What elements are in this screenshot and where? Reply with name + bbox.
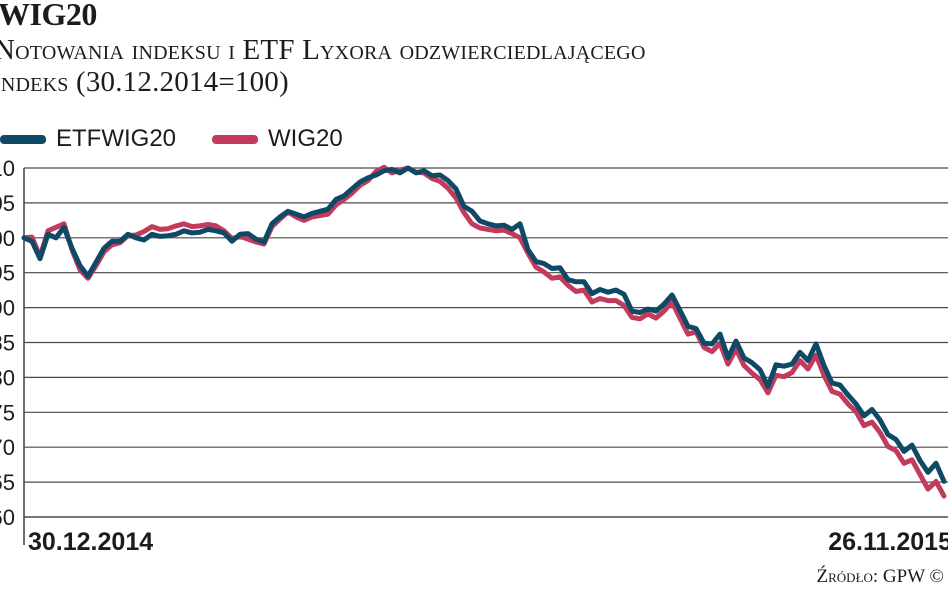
- y-tick-label-110: 110: [0, 156, 15, 181]
- chart-legend: ETFWIG20 WIG20: [0, 124, 379, 154]
- chart-subtitle: Notowania indeksu i ETF Lyxora odzwierci…: [0, 34, 934, 98]
- y-tick-label-70: 70: [0, 435, 15, 460]
- legend-label-etfwig20: ETFWIG20: [56, 125, 177, 152]
- series-line-etfwig20: [21, 165, 947, 484]
- source-note: Źródło: GPW ©: [816, 566, 944, 587]
- y-tick-label-105: 105: [0, 191, 15, 216]
- legend-swatch-etfwig20: [0, 134, 46, 144]
- y-tick-label-85: 85: [0, 331, 15, 356]
- legend-label-wig20: WIG20: [268, 125, 343, 152]
- x-axis-ticks: 30.12.2014 26.11.2015: [28, 528, 948, 556]
- legend-swatch-wig20: [212, 134, 259, 144]
- x-tick-label-start: 30.12.2014: [28, 528, 153, 556]
- subtitle-line-2: indeks (30.12.2014=100): [0, 66, 289, 98]
- y-tick-label-60: 60: [0, 505, 15, 530]
- x-tick-label-end: 26.11.2015: [828, 528, 948, 556]
- gridlines: [23, 167, 948, 545]
- y-tick-label-90: 90: [0, 296, 15, 321]
- series-lines: [21, 164, 947, 499]
- y-axis-ticks: 60 65 70 75 80 85 90 95 100 105 110: [0, 156, 15, 530]
- legend-item-etfwig20: ETFWIG20: [0, 125, 176, 153]
- chart-title: WIG20: [0, 0, 97, 32]
- y-tick-label-75: 75: [0, 400, 15, 425]
- y-tick-label-80: 80: [0, 365, 15, 390]
- y-tick-label-100: 100: [0, 226, 15, 251]
- y-tick-label-65: 65: [0, 470, 15, 495]
- subtitle-line-1: Notowania indeksu i ETF Lyxora odzwierci…: [0, 34, 646, 66]
- legend-item-wig20: WIG20: [212, 125, 343, 153]
- y-tick-label-95: 95: [0, 261, 15, 286]
- series-line-wig20: [21, 164, 947, 499]
